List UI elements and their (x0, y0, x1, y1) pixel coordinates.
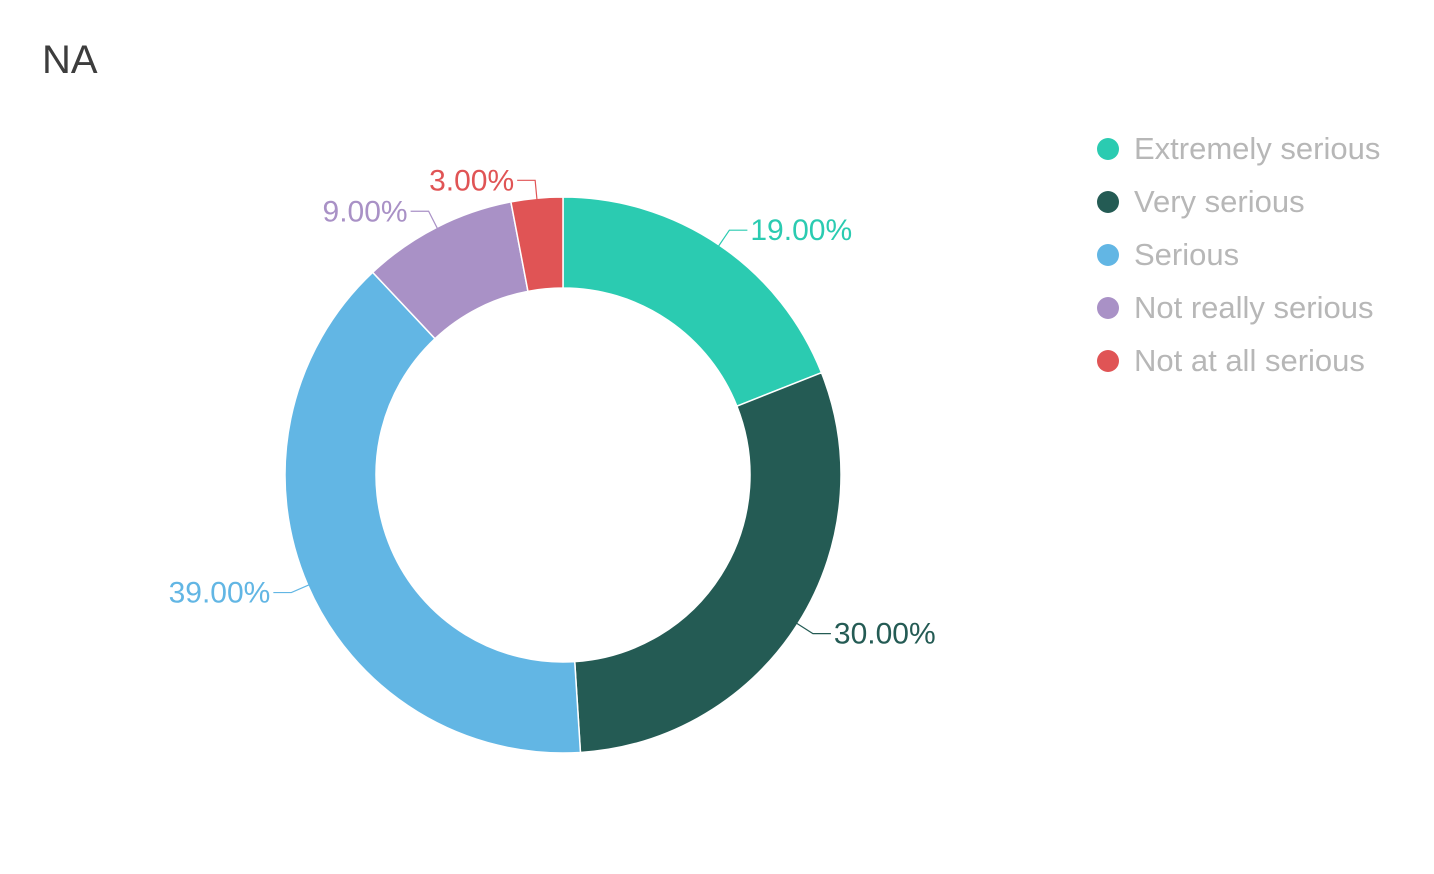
legend-swatch-not-really-serious (1097, 296, 1119, 319)
legend-item-very-serious[interactable]: Very serious (1097, 175, 1380, 228)
chart-title: NA (42, 38, 98, 82)
chart-legend: Extremely serious Very serious Serious Not … (1097, 122, 1380, 387)
legend-label: Serious (1134, 236, 1240, 272)
legend-label: Extremely serious (1134, 130, 1381, 166)
legend-swatch-serious (1097, 243, 1119, 266)
leader-line-extremely-serious (717, 229, 748, 248)
legend-label: Not really serious (1134, 289, 1374, 325)
legend-label: Not at all serious (1134, 342, 1365, 378)
data-label-extremely-serious: 19.00% (750, 214, 852, 247)
slice-very-serious[interactable] (573, 371, 842, 754)
data-label-not-at-all-serious: 3.00% (429, 164, 514, 197)
leader-line-very-serious (795, 622, 831, 635)
legend-item-serious[interactable]: Serious (1097, 228, 1380, 281)
legend-swatch-extremely-serious (1097, 137, 1119, 160)
leader-line-not-really-serious (410, 210, 439, 230)
data-label-not-really-serious: 9.00% (323, 195, 408, 228)
legend-item-extremely-serious[interactable]: Extremely serious (1097, 122, 1380, 175)
legend-item-not-really-serious[interactable]: Not really serious (1097, 281, 1380, 334)
data-label-very-serious: 30.00% (834, 618, 936, 651)
slice-not-at-all-serious[interactable] (510, 196, 564, 293)
legend-label: Very serious (1134, 183, 1305, 219)
slice-serious[interactable] (284, 271, 582, 754)
legend-swatch-very-serious (1097, 190, 1119, 213)
legend-swatch-not-at-all-serious (1097, 349, 1119, 372)
legend-item-not-at-all-serious[interactable]: Not at all serious (1097, 334, 1380, 387)
leader-line-not-at-all-serious (517, 179, 538, 201)
data-label-serious: 39.00% (169, 577, 271, 610)
leader-line-serious (273, 584, 310, 594)
